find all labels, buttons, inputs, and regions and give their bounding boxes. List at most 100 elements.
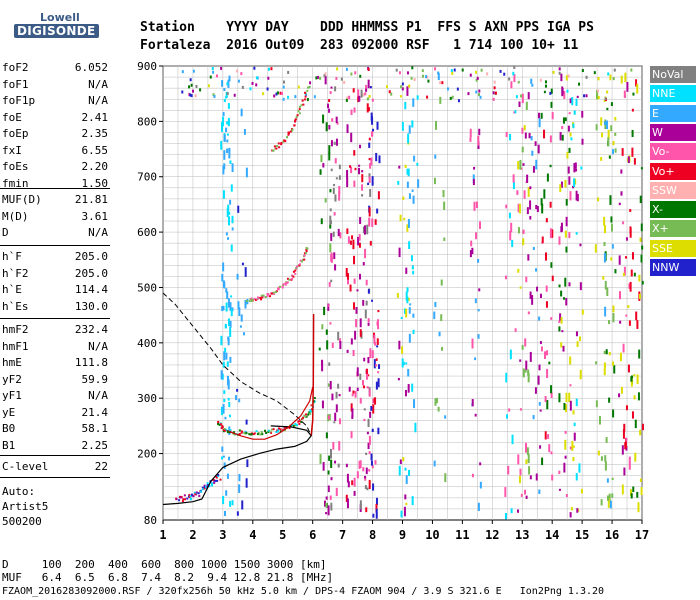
separator-line <box>0 477 110 478</box>
echo-point <box>376 338 379 345</box>
echo-point <box>262 294 265 297</box>
echo-point <box>564 455 567 459</box>
echo-point <box>363 357 366 362</box>
echo-point <box>581 138 584 145</box>
echo-point <box>330 254 333 262</box>
echo-point <box>630 493 633 499</box>
echo-point <box>437 72 440 81</box>
echo-point <box>369 348 372 359</box>
param-row: hmE 111.8 <box>2 356 108 370</box>
echo-point <box>375 497 378 506</box>
param-row: B1 2.25 <box>2 439 108 453</box>
echo-point <box>369 411 372 418</box>
echo-point <box>222 262 225 272</box>
echo-point <box>223 428 226 431</box>
logo-text: Lowell <box>40 11 80 24</box>
echo-point <box>366 487 369 491</box>
echo-point <box>338 175 341 180</box>
echo-point <box>549 164 552 168</box>
echo-point <box>212 478 215 481</box>
echo-point <box>606 478 609 483</box>
echo-point <box>240 430 243 433</box>
echo-point <box>226 92 229 96</box>
legend-item: NoVal <box>650 66 696 83</box>
echo-point <box>353 477 356 487</box>
echo-point <box>222 430 225 433</box>
echo-point <box>518 475 521 484</box>
echo-point <box>220 335 223 346</box>
echo-point <box>612 305 615 313</box>
echo-point <box>604 306 607 317</box>
param-value: 111.8 <box>74 356 108 369</box>
echo-point <box>621 484 624 495</box>
echo-point <box>637 502 640 513</box>
echo-point <box>288 131 291 134</box>
echo-point <box>276 91 279 95</box>
echo-point <box>284 283 287 286</box>
y-tick-label: 800 <box>137 115 157 128</box>
echo-point <box>539 409 542 412</box>
echo-point <box>227 103 230 109</box>
echo-point <box>353 302 356 310</box>
echo-point <box>345 268 348 277</box>
echo-point <box>299 259 302 262</box>
echo-point <box>238 307 241 317</box>
echo-point <box>559 184 562 193</box>
echo-point <box>305 93 308 97</box>
echo-point <box>513 74 516 83</box>
param-value: 2.41 <box>81 110 109 124</box>
echo-point <box>192 89 195 93</box>
echo-point <box>412 270 415 275</box>
param-row: B0 58.1 <box>2 422 108 436</box>
echo-point <box>504 512 507 520</box>
echo-point <box>236 69 239 73</box>
echo-point <box>278 146 281 149</box>
echo-point <box>283 426 286 429</box>
echo-point <box>600 117 603 126</box>
echo-point <box>304 91 307 94</box>
echo-point <box>363 418 366 422</box>
legend-item: X- <box>650 201 696 219</box>
echo-point <box>292 275 295 278</box>
echo-point <box>398 165 401 169</box>
echo-point <box>541 457 544 466</box>
echo-point <box>296 424 299 427</box>
echo-point <box>570 137 573 141</box>
echo-point <box>629 281 632 292</box>
echo-point <box>279 91 282 95</box>
echo-point <box>574 162 577 169</box>
echo-point <box>530 136 533 141</box>
echo-point <box>537 112 540 119</box>
echo-point <box>300 104 303 107</box>
echo-point <box>636 83 639 94</box>
profile-line <box>162 425 312 506</box>
echo-point <box>305 250 308 253</box>
echo-point <box>612 313 615 323</box>
echo-point <box>228 456 231 461</box>
echo-point <box>356 289 359 292</box>
echo-point <box>612 361 615 366</box>
echo-point <box>565 199 568 206</box>
echo-point <box>479 481 482 489</box>
echo-point <box>269 295 272 298</box>
echo-point <box>472 174 475 184</box>
echo-point <box>329 380 332 390</box>
echo-point <box>433 311 436 320</box>
echo-point <box>188 85 191 89</box>
echo-point <box>229 320 232 328</box>
echo-point <box>535 204 538 210</box>
echo-point <box>539 78 542 82</box>
echo-point <box>253 66 256 70</box>
echo-point <box>280 143 283 146</box>
echo-point <box>612 141 615 146</box>
echo-point <box>408 241 411 249</box>
echo-point <box>475 78 478 82</box>
echo-point <box>610 125 613 132</box>
echo-point <box>512 71 515 76</box>
echo-point <box>351 408 354 418</box>
echo-point <box>566 89 569 93</box>
echo-point <box>569 400 572 411</box>
echo-point <box>351 393 354 397</box>
echo-point <box>223 351 226 361</box>
echo-point <box>288 278 291 281</box>
